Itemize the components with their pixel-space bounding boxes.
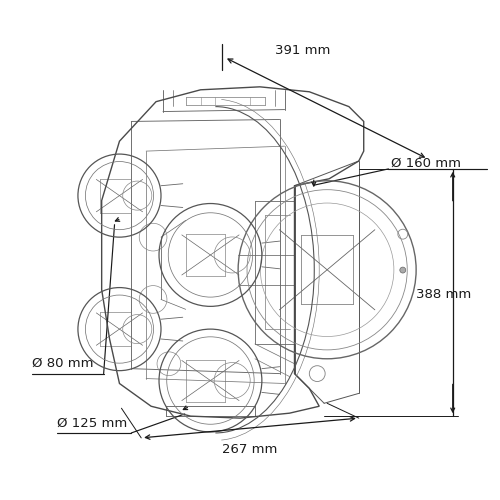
Text: Ø 160 mm: Ø 160 mm — [392, 156, 462, 170]
Text: 388 mm: 388 mm — [416, 288, 472, 301]
Text: 267 mm: 267 mm — [222, 444, 278, 456]
Text: Ø 80 mm: Ø 80 mm — [32, 357, 94, 370]
Text: Ø 125 mm: Ø 125 mm — [57, 416, 128, 430]
Text: 391 mm: 391 mm — [274, 44, 330, 57]
Circle shape — [400, 267, 406, 273]
